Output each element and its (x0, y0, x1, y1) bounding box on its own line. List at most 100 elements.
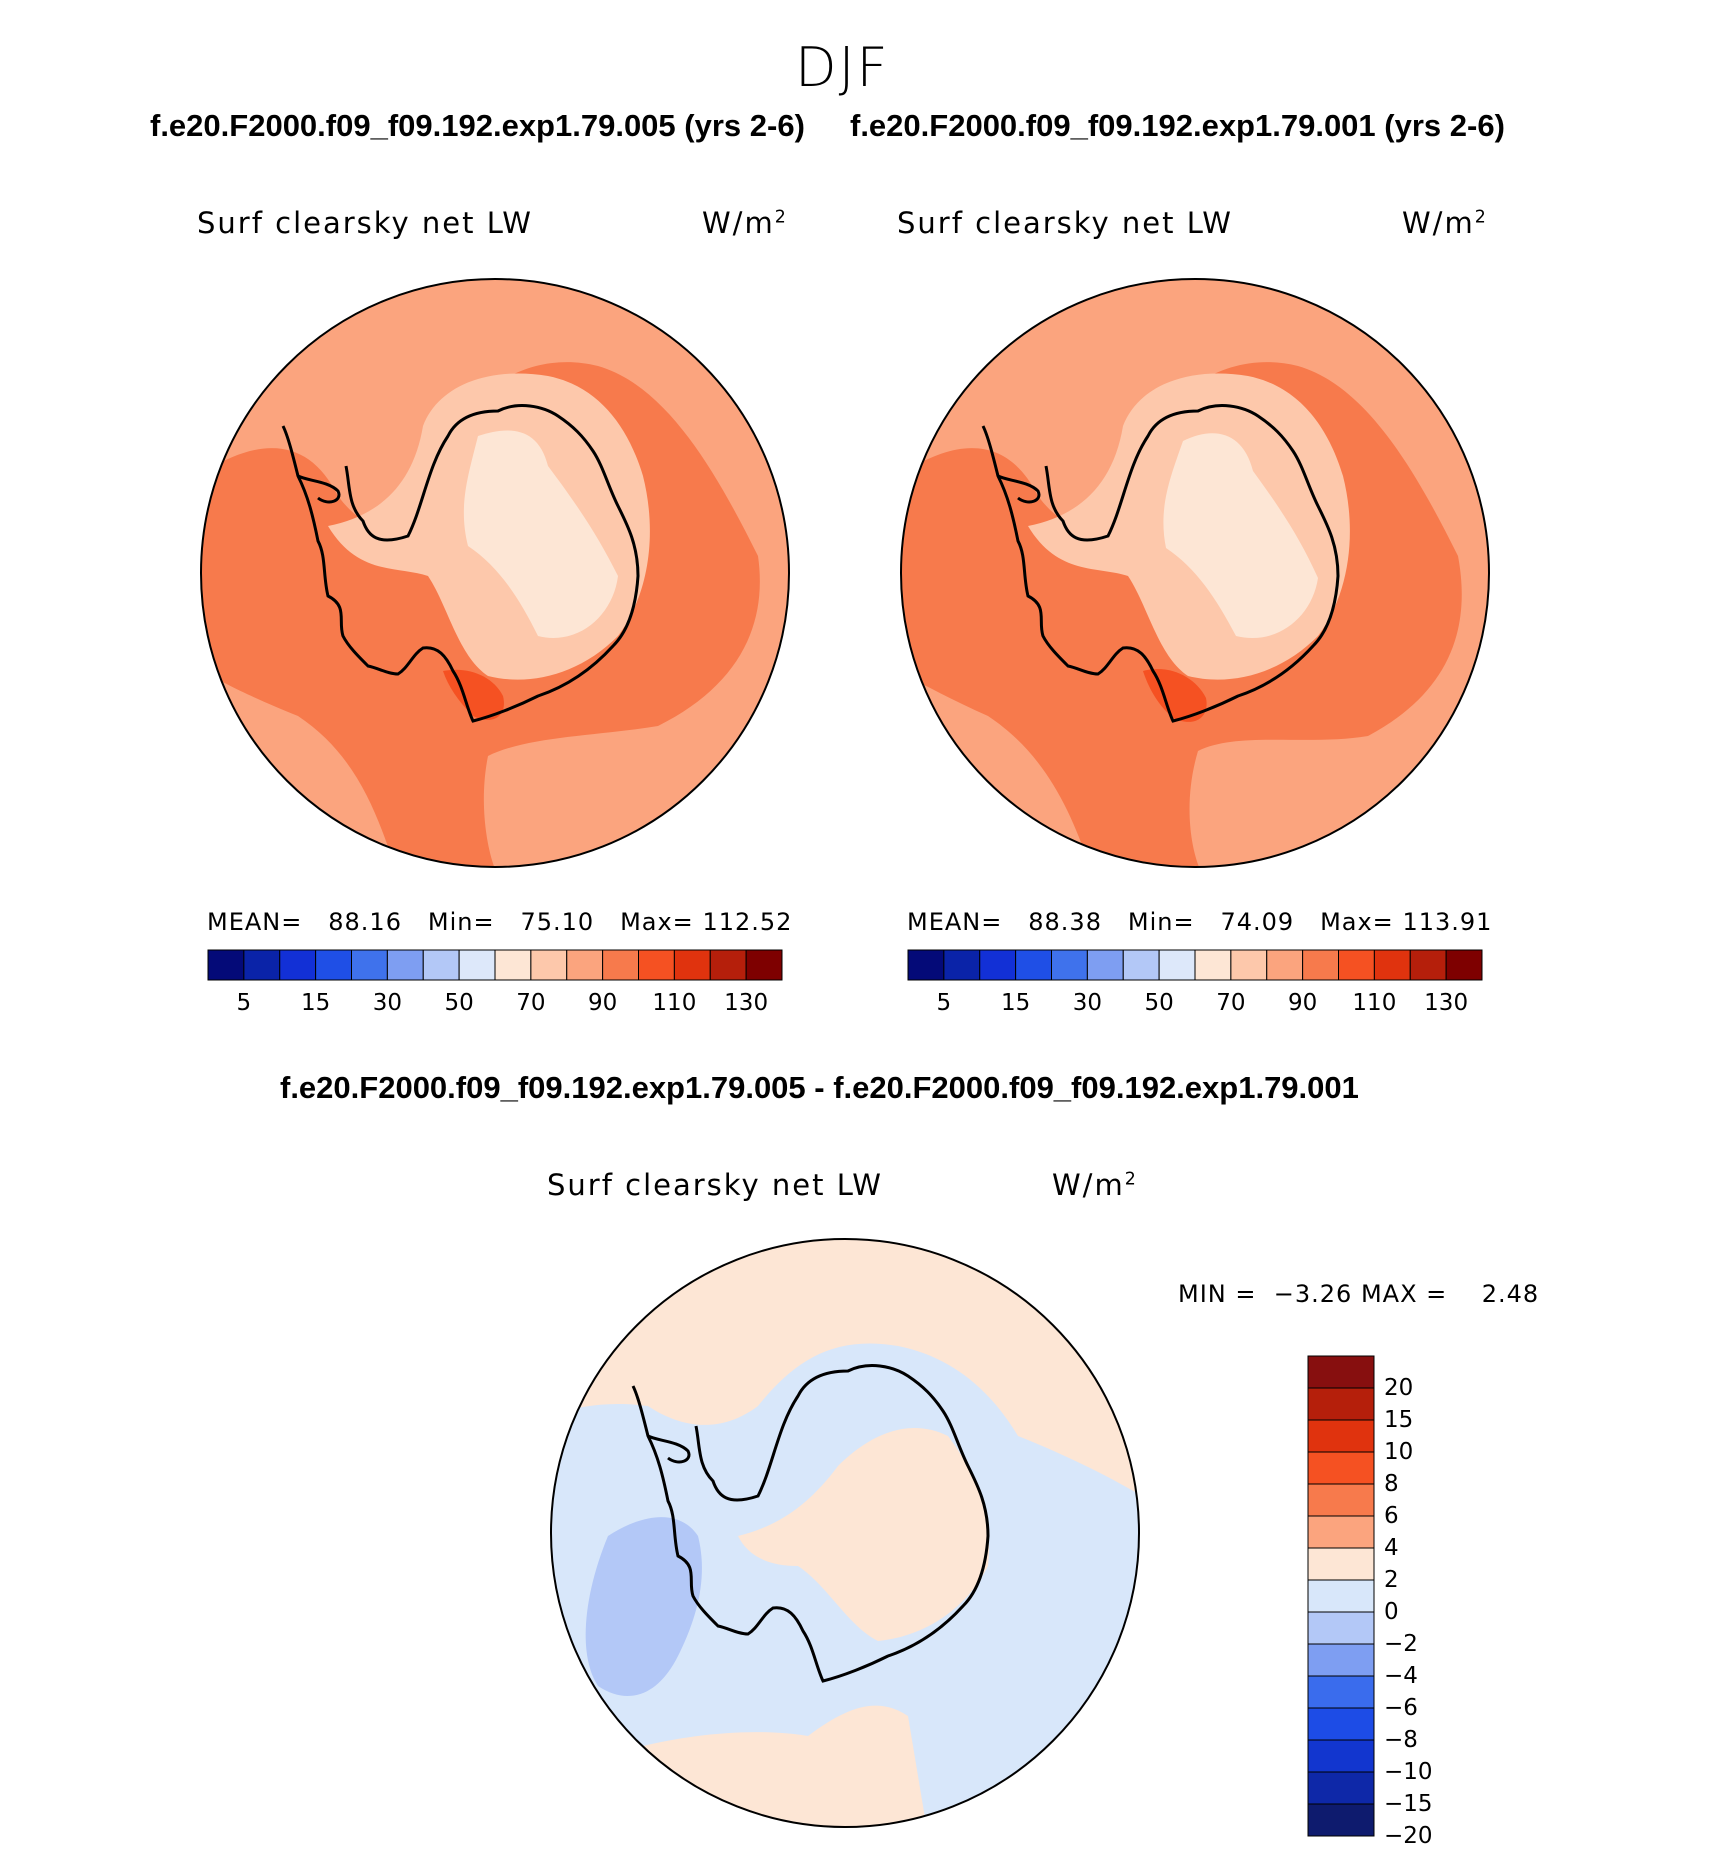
colorbar-swatch (1230, 949, 1268, 981)
colorbar-tick-label: 10 (1384, 1439, 1414, 1465)
colorbar-tick-label: 50 (1144, 990, 1174, 1016)
colorbar-swatch (979, 949, 1017, 981)
colorbar-tick-label: 8 (1384, 1471, 1399, 1497)
colorbar-tick-label: 2 (1384, 1567, 1399, 1593)
colorbar-swatch (1409, 949, 1447, 981)
map-border (900, 278, 1490, 868)
panel-2-map (900, 278, 1490, 868)
panel-1-map (200, 278, 790, 868)
colorbar-tick-label: −10 (1384, 1759, 1433, 1785)
negative-sector (585, 1517, 702, 1696)
colorbar-swatch (566, 949, 604, 981)
colorbar-swatch (386, 949, 424, 981)
colorbar-swatch (207, 949, 245, 981)
coastline (981, 404, 1340, 723)
panel-2-units: W/m2 (1402, 206, 1488, 240)
colorbar-swatch (1158, 949, 1196, 981)
colorbar-swatch (1307, 1355, 1375, 1389)
panel-1-stats: MEAN= 88.16 Min= 75.10 Max= 112.52 (207, 908, 793, 936)
coast-peninsula (297, 474, 341, 504)
colorbar-swatch (673, 949, 711, 981)
colorbar-tick-label: 30 (1072, 990, 1103, 1016)
colorbar-swatch (1307, 1547, 1375, 1581)
map-border (550, 1238, 1140, 1828)
colorbar-tick-label: −20 (1384, 1823, 1433, 1849)
panel-2-colorbar-ticks: 5 15 30 50 70 90 110 130 (908, 990, 1482, 1020)
colorbar-swatch (1307, 1483, 1375, 1517)
colorbar-swatch (1307, 1675, 1375, 1709)
plateau-high (463, 430, 618, 638)
colorbar-swatch (1307, 1579, 1375, 1613)
colorbar-swatch (351, 949, 388, 981)
positive-continent (738, 1427, 989, 1641)
coastline (281, 404, 640, 723)
colorbar-tick-label: 130 (724, 990, 769, 1016)
panel-3-title: Surf clearsky net LW (547, 1168, 883, 1202)
panel-3-colorbar (1307, 1355, 1375, 1837)
colorbar-swatch (1307, 1739, 1375, 1773)
panel-3-map (550, 1238, 1140, 1828)
colorbar-swatch (745, 949, 783, 981)
colorbar-swatch (709, 949, 747, 981)
colorbar-swatch (1307, 1611, 1375, 1645)
colorbar-tick-label: 30 (372, 990, 403, 1016)
colorbar-swatch (907, 949, 945, 981)
colorbar-tick-label: 70 (1216, 990, 1246, 1016)
colorbar-tick-label: −6 (1384, 1695, 1418, 1721)
panel-1-units: W/m2 (702, 206, 788, 240)
colorbar-swatch (1338, 949, 1375, 981)
coast-peninsula (647, 1434, 691, 1464)
colorbar-swatch (1086, 949, 1124, 981)
diff-title: f.e20.F2000.f09_f09.192.exp1.79.005 - f.… (280, 1070, 1359, 1105)
colorbar-swatch (638, 949, 675, 981)
panel-2-title: Surf clearsky net LW (897, 206, 1233, 240)
colorbar-tick-label: 50 (444, 990, 474, 1016)
colorbar-tick-label: 15 (300, 990, 331, 1016)
colorbar-tick-label: 15 (1384, 1407, 1414, 1433)
case-a-title: f.e20.F2000.f09_f09.192.exp1.79.005 (yrs… (150, 108, 805, 143)
colorbar-tick-label: 0 (1384, 1599, 1399, 1625)
colorbar-swatch (1302, 949, 1339, 981)
colorbar-swatch (530, 949, 568, 981)
colorbar-swatch (458, 949, 496, 981)
positive-north (551, 1239, 1139, 1496)
plateau-high (1163, 433, 1318, 639)
colorbar-swatch (602, 949, 639, 981)
colorbar-swatch (1307, 1515, 1375, 1549)
colorbar-swatch (1307, 1803, 1375, 1837)
colorbar-swatch (1194, 949, 1232, 981)
panel-3-units: W/m2 (1052, 1168, 1138, 1202)
colorbar-tick-label: −2 (1384, 1631, 1418, 1657)
panel-3-colorbar-ticks: 20 15 10 8 6 4 2 0 −2 −4 −6 −8 −10 −15 −20 (1384, 1356, 1464, 1849)
colorbar-swatch (1307, 1387, 1375, 1421)
colorbar-tick-label: 110 (1352, 990, 1397, 1016)
colorbar-swatch (1445, 949, 1483, 981)
colorbar-swatch (243, 949, 281, 981)
colorbar-swatch (422, 949, 460, 981)
colorbar-swatch (1307, 1419, 1375, 1453)
colorbar-tick-label: 90 (1287, 990, 1318, 1016)
colorbar-swatch (315, 949, 352, 981)
colorbar-tick-label: 5 (236, 990, 252, 1016)
panel-3-stats: MIN = −3.26 MAX = 2.48 (1178, 1280, 1540, 1308)
colorbar-swatch (1307, 1707, 1375, 1741)
season-title: DJF (795, 36, 890, 99)
colorbar-swatch (1015, 949, 1052, 981)
colorbar-swatch (1122, 949, 1160, 981)
colorbar-swatch (494, 949, 532, 981)
colorbar-tick-label: 130 (1424, 990, 1469, 1016)
colorbar-swatch (1266, 949, 1304, 981)
coastline (631, 1364, 990, 1683)
colorbar-tick-label: 90 (587, 990, 618, 1016)
colorbar-tick-label: 110 (652, 990, 697, 1016)
colorbar-swatch (1051, 949, 1088, 981)
colorbar-swatch (943, 949, 981, 981)
panel-2-colorbar (907, 949, 1483, 981)
colorbar-swatch (1373, 949, 1411, 981)
colorbar-tick-label: 20 (1384, 1375, 1414, 1401)
colorbar-tick-label: −8 (1384, 1727, 1418, 1753)
colorbar-tick-label: −4 (1384, 1663, 1418, 1689)
colorbar-tick-label: 15 (1000, 990, 1031, 1016)
colorbar-swatch (279, 949, 317, 981)
colorbar-tick-label: 6 (1384, 1503, 1399, 1529)
